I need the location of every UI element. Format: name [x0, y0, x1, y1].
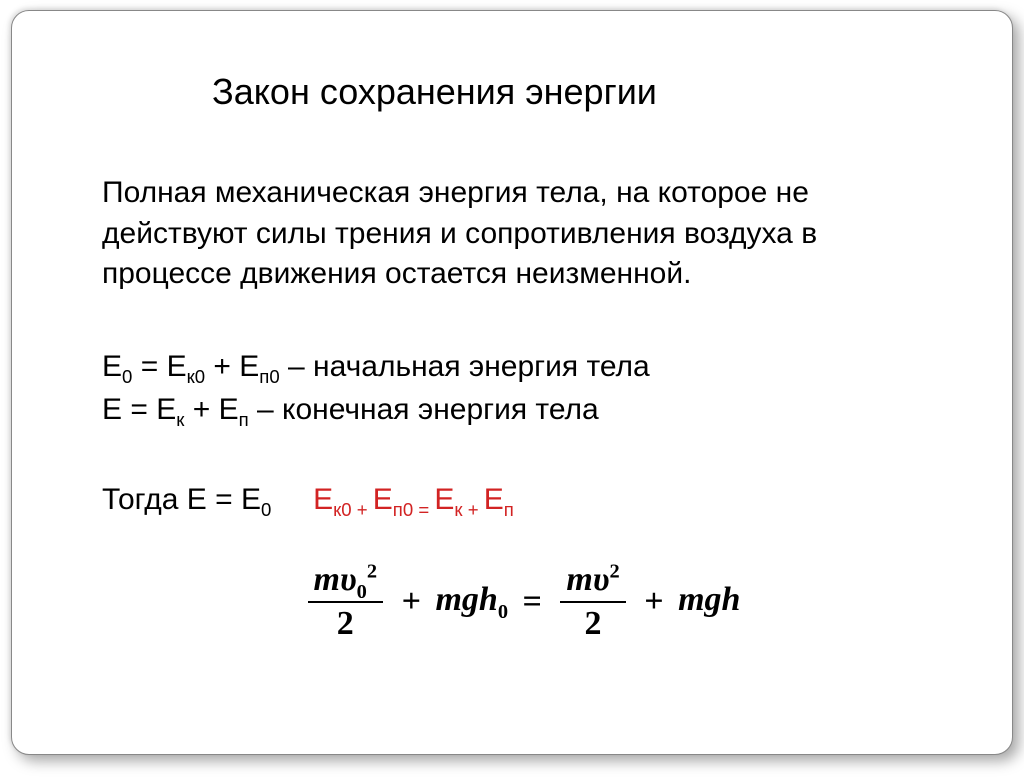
- sym-plus2: +: [184, 393, 218, 426]
- sym-Ek0-E: E: [167, 350, 187, 383]
- initial-label: – начальная энергия тела: [280, 350, 650, 383]
- r-plus2: +: [463, 499, 484, 520]
- r-Ek-sub: к: [454, 499, 462, 520]
- sym-eq2: =: [122, 393, 156, 426]
- sym-Ep-sub: п: [239, 409, 249, 430]
- frac-mv-num: mυ2: [560, 561, 625, 603]
- sym-E: E: [102, 393, 122, 426]
- r-eq: =: [413, 499, 434, 520]
- f-v2: υ: [593, 561, 610, 598]
- r-Ep0-sub: п0: [393, 499, 413, 520]
- sym-plus1: +: [205, 350, 239, 383]
- mgh0-term: mgh0: [435, 581, 508, 618]
- final-label: – конечная энергия тела: [249, 393, 599, 426]
- r-Ep-sub: п: [504, 499, 514, 520]
- frac-mv0-den: 2: [308, 603, 384, 643]
- f-h1: h: [479, 581, 498, 618]
- frac-mv-den: 2: [560, 603, 625, 643]
- sym-eq3: =: [207, 483, 241, 516]
- sym-E0-sub: 0: [122, 366, 132, 387]
- r-Ep-E: E: [484, 483, 504, 516]
- frac-mv0: mυ02 2: [308, 561, 384, 643]
- f-sup2-2: 2: [610, 561, 620, 583]
- f-m1: m: [314, 561, 340, 598]
- definition-paragraph: Полная механическая энергия тела, на кот…: [102, 173, 942, 295]
- r-plus1: +: [352, 499, 373, 520]
- f-m4: m: [678, 581, 704, 618]
- f-g1: g: [462, 581, 479, 618]
- f-h2: h: [722, 581, 741, 618]
- f-g2: g: [705, 581, 722, 618]
- r-Ek0-sub: к0: [333, 499, 351, 520]
- f-plus1: +: [396, 583, 427, 620]
- mgh-term: mgh: [678, 581, 740, 618]
- conservation-line: Тогда E = E0 Eк0 + Eп0 = Eк + Eп: [102, 478, 942, 522]
- frac-mv: mυ2 2: [560, 561, 625, 643]
- initial-energy-line: E0 = Eк0 + Eп0 – начальная энергия тела: [102, 345, 942, 389]
- slide-content: Закон сохранения энергии Полная механиче…: [12, 11, 1012, 643]
- then-label: Тогда: [102, 483, 187, 516]
- sym-Ep0-E: E: [239, 350, 259, 383]
- sym-E0-E: E: [102, 350, 122, 383]
- sym-Ep-E: E: [219, 393, 239, 426]
- f-sub0-2: 0: [498, 601, 508, 623]
- sym-E0r-E: E: [241, 483, 261, 516]
- final-energy-line: E = Eк + Eп – конечная энергия тела: [102, 388, 942, 432]
- sym-Ep0-sub: п0: [259, 366, 279, 387]
- frac-mv0-num: mυ02: [308, 561, 384, 603]
- energy-formula: mυ02 2 + mgh0 = mυ2 2 + mgh: [102, 561, 942, 643]
- f-sup2-1: 2: [367, 561, 377, 583]
- f-sub0-1: 0: [357, 581, 367, 603]
- sym-Ek-E: E: [156, 393, 176, 426]
- r-Ek-E: E: [434, 483, 454, 516]
- slide-card: Закон сохранения энергии Полная механиче…: [11, 10, 1013, 755]
- r-Ep0-E: E: [373, 483, 393, 516]
- sym-E-left: E: [187, 483, 207, 516]
- conservation-expanded: Eк0 + Eп0 = Eк + Eп: [313, 483, 514, 516]
- slide-title: Закон сохранения энергии: [212, 71, 942, 113]
- sym-eq1: =: [132, 350, 166, 383]
- f-eq: =: [517, 583, 548, 620]
- sym-Ek0-sub: к0: [187, 366, 205, 387]
- f-plus2: +: [638, 583, 669, 620]
- sym-E0r-sub: 0: [261, 499, 271, 520]
- f-v1: υ: [340, 561, 357, 598]
- r-Ek0-E: E: [313, 483, 333, 516]
- f-m3: m: [566, 561, 592, 598]
- f-m2: m: [435, 581, 461, 618]
